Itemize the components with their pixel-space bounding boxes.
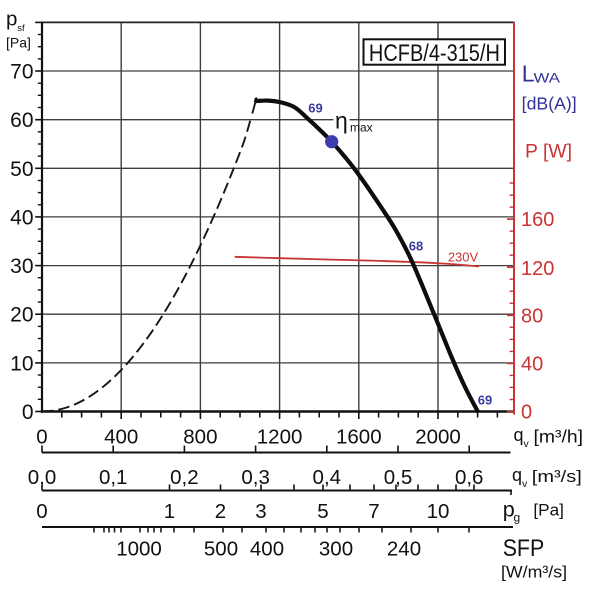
svg-text:HCFB/4-315/H: HCFB/4-315/H [369,40,500,67]
svg-text:40: 40 [10,206,33,229]
svg-text:[m³/h]: [m³/h] [534,427,584,447]
svg-text:SFP: SFP [503,535,545,562]
svg-text:300: 300 [319,538,353,561]
svg-text:L: L [522,61,535,87]
svg-text:69: 69 [308,101,322,116]
svg-text:5: 5 [317,500,328,523]
svg-text:10: 10 [427,500,450,523]
svg-text:2: 2 [215,500,226,523]
svg-text:2000: 2000 [415,426,461,449]
svg-text:30: 30 [10,255,33,278]
svg-text:[Pa]: [Pa] [6,35,31,51]
svg-text:7: 7 [368,500,379,523]
svg-text:230V: 230V [448,250,479,265]
svg-text:240: 240 [387,538,421,561]
svg-text:1: 1 [164,500,175,523]
svg-text:0,6: 0,6 [455,466,484,489]
svg-text:0,1: 0,1 [99,466,128,489]
svg-text:50: 50 [10,158,33,181]
svg-text:p: p [6,8,17,31]
svg-text:120: 120 [521,258,554,280]
svg-text:sf: sf [17,23,25,34]
svg-text:[W/m³/s]: [W/m³/s] [501,562,567,581]
svg-text:80: 80 [521,306,543,328]
svg-text:η: η [335,108,348,134]
svg-text:q: q [514,425,524,445]
svg-text:0: 0 [36,500,47,523]
svg-text:[Pa]: [Pa] [533,501,564,520]
svg-text:p: p [503,498,515,522]
svg-text:40: 40 [521,354,543,376]
svg-text:0: 0 [36,426,47,449]
svg-text:20: 20 [10,304,33,327]
svg-text:160: 160 [521,209,554,231]
svg-text:1600: 1600 [336,426,382,449]
svg-text:v: v [524,438,530,450]
svg-text:0: 0 [521,402,532,424]
svg-text:0,2: 0,2 [170,466,199,489]
svg-text:[dB(A)]: [dB(A)] [522,94,577,114]
svg-text:60: 60 [10,109,33,132]
svg-text:69: 69 [478,392,492,407]
svg-text:800: 800 [183,426,217,449]
svg-text:0,3: 0,3 [241,466,270,489]
svg-text:0,4: 0,4 [313,466,342,489]
svg-text:400: 400 [104,426,138,449]
svg-text:400: 400 [250,538,284,561]
svg-text:3: 3 [255,500,266,523]
svg-text:0,0: 0,0 [28,466,57,489]
svg-text:10: 10 [10,352,33,375]
svg-text:max: max [350,120,373,134]
svg-text:500: 500 [204,538,238,561]
svg-text:1000: 1000 [116,538,162,561]
svg-text:68: 68 [409,239,423,254]
svg-text:v: v [522,478,528,490]
svg-text:WA: WA [534,70,561,86]
svg-text:g: g [514,511,521,525]
svg-text:[m³/s]: [m³/s] [532,467,582,486]
svg-text:70: 70 [10,61,33,84]
svg-text:q: q [512,465,522,485]
svg-text:P [W]: P [W] [525,142,572,163]
svg-text:0,5: 0,5 [384,466,413,489]
svg-text:1200: 1200 [257,426,303,449]
svg-text:0: 0 [22,401,34,424]
